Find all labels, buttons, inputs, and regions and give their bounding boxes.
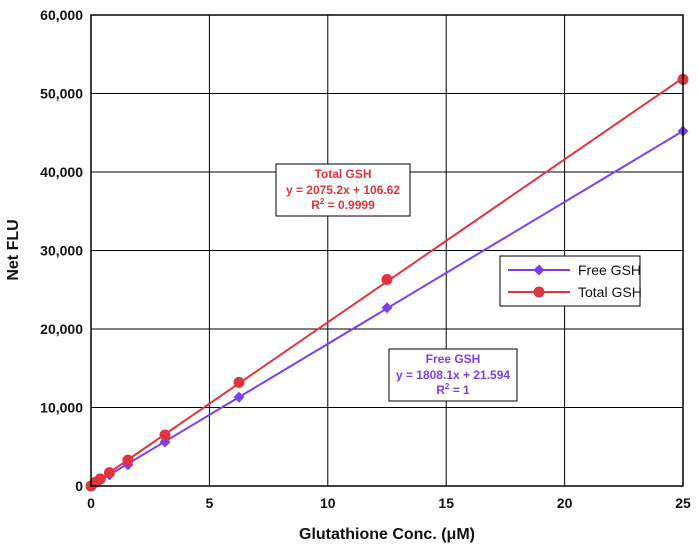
- legend-label-total-gsh: Total GSH: [578, 284, 642, 300]
- annotation-free-gsh-equation: y = 1808.1x + 21.594: [396, 368, 510, 382]
- point-total-gsh: [233, 376, 245, 388]
- annotation-total-gsh-equation: y = 2075.2x + 106.62: [286, 183, 400, 197]
- y-tick-label: 10,000: [40, 400, 83, 416]
- legend-label-free-gsh: Free GSH: [578, 262, 641, 278]
- annotation-total-gsh: Total GSH y = 2075.2x + 106.62 R2 = 0.99…: [275, 163, 411, 217]
- legend: Free GSH Total GSH: [499, 255, 642, 307]
- legend-marker-total-gsh: [533, 286, 545, 298]
- point-free-gsh: [381, 302, 393, 314]
- x-tick-label: 5: [206, 495, 214, 511]
- y-tick-label: 50,000: [40, 86, 83, 102]
- plot-frame: [90, 14, 684, 487]
- y-tick-label: 40,000: [40, 164, 83, 180]
- annotation-free-gsh-r2: R2 = 1: [436, 382, 470, 397]
- point-free-gsh: [233, 391, 245, 403]
- x-tick-label: 15: [438, 495, 454, 511]
- legend-marker-free-gsh: [533, 264, 545, 276]
- annotation-free-gsh: Free GSH y = 1808.1x + 21.594 R2 = 1: [388, 348, 518, 402]
- x-tick-label: 20: [557, 495, 573, 511]
- y-tick-label: 0: [75, 478, 83, 494]
- x-tick-label: 0: [87, 495, 95, 511]
- point-total-gsh: [122, 454, 134, 466]
- x-tick-labels: 0 5 10 15 20 25: [87, 495, 691, 511]
- x-tick-label: 25: [675, 495, 691, 511]
- point-total-gsh: [103, 467, 115, 479]
- annotation-total-gsh-title: Total GSH: [314, 167, 371, 181]
- y-tick-label: 30,000: [40, 243, 83, 259]
- data-points: [85, 73, 689, 492]
- y-tick-label: 60,000: [40, 7, 83, 23]
- point-total-gsh: [94, 473, 106, 485]
- x-axis-title: Glutathione Conc. (μM): [299, 526, 475, 543]
- point-total-gsh: [159, 429, 171, 441]
- annotation-total-gsh-box: [275, 163, 411, 217]
- annotation-free-gsh-box: [388, 348, 518, 402]
- y-axis-title: Net FLU: [5, 219, 22, 280]
- y-tick-label: 20,000: [40, 321, 83, 337]
- annotation-free-gsh-title: Free GSH: [426, 352, 481, 366]
- annotation-total-gsh-r2: R2 = 0.9999: [311, 197, 375, 212]
- point-total-gsh: [381, 274, 393, 286]
- legend-box: [499, 255, 641, 307]
- y-tick-labels: 0 10,000 20,000 30,000 40,000 50,000 60,000: [40, 7, 83, 494]
- x-tick-label: 10: [320, 495, 336, 511]
